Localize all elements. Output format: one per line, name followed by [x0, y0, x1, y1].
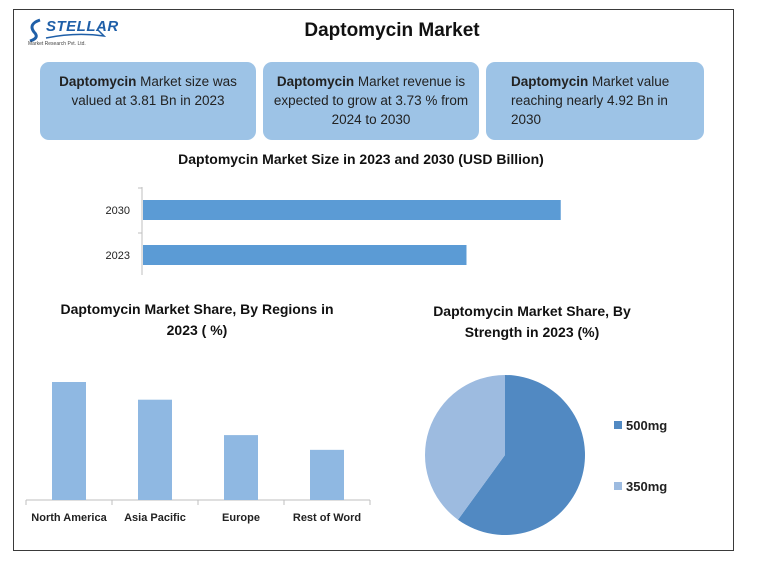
logo-swoosh-icon	[29, 18, 107, 42]
region-tick-label: North America	[31, 512, 107, 524]
hbar-chart-title: Daptomycin Market Size in 2023 and 2030 …	[178, 151, 544, 167]
region-bar-europe	[224, 435, 258, 500]
stat-card-forecast: Daptomycin Market value reaching nearly …	[486, 62, 704, 140]
page-title: Daptomycin Market	[304, 20, 480, 41]
pie-legend-swatch	[614, 482, 622, 490]
region-bar-rest-of-word	[310, 449, 344, 500]
card-text: Market revenue is expected to grow at 3.…	[273, 74, 469, 127]
card-text: Market size was valued at 3.81 Bn in 202…	[71, 74, 237, 108]
hbar-tick-label: 2030	[106, 205, 130, 217]
stat-card-growth: Daptomycin Market revenue is expected to…	[263, 62, 479, 140]
card-bold: Daptomycin	[511, 74, 589, 89]
card-bold: Daptomycin	[59, 74, 137, 89]
region-bar-asia-pacific	[138, 399, 172, 500]
hbar-tick-label: 2023	[106, 250, 130, 262]
region-tick-label: Rest of Word	[293, 512, 361, 524]
hbar-bar-2023	[143, 245, 467, 265]
card-bold: Daptomycin	[276, 74, 355, 89]
pie-slice-500mg	[457, 375, 585, 535]
infographic-frame	[13, 9, 734, 551]
company-logo: STELLAR Market Research Pvt. Ltd.	[26, 14, 119, 54]
pie-legend-swatch	[614, 421, 622, 429]
region-bar-north-america	[52, 382, 86, 500]
region-tick-label: Asia Pacific	[124, 512, 186, 524]
hbar-bar-2030	[143, 200, 561, 220]
pie-slice-350mg	[424, 375, 505, 520]
stat-card-market-size: Daptomycin Market size was valued at 3.8…	[40, 62, 256, 140]
region-tick-label: Europe	[222, 512, 260, 524]
logo-wordmark: STELLAR	[46, 18, 119, 35]
logo-subtitle: Market Research Pvt. Ltd.	[28, 41, 86, 47]
pie-legend-label: 350mg	[626, 479, 667, 494]
strength-chart-title: Daptomycin Market Share, By Strength in …	[433, 303, 631, 340]
card-text: Market value reaching nearly 4.92 Bn in …	[511, 74, 670, 127]
pie-legend-label: 500mg	[626, 418, 667, 433]
region-chart-title: Daptomycin Market Share, By Regions in 2…	[60, 301, 334, 338]
